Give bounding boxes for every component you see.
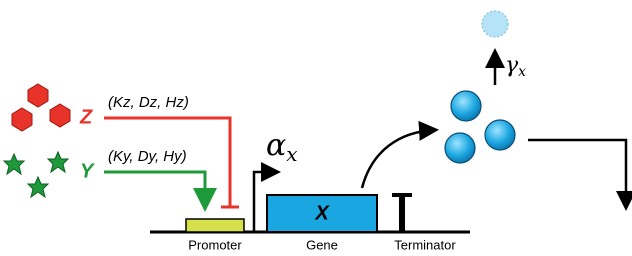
degraded-protein — [482, 11, 508, 37]
part-label: Promoter — [188, 237, 242, 252]
activation-arrow — [104, 172, 205, 206]
alpha-subscript: x — [286, 142, 297, 166]
gamma-subscript: x — [518, 64, 526, 80]
z-label: Z — [79, 106, 93, 128]
z-params: (Kz, Dz, Hz) — [108, 94, 189, 111]
output-arrow — [528, 140, 626, 206]
alpha: αx — [266, 128, 298, 166]
gamma: γx — [505, 53, 526, 80]
y-molecules — [4, 152, 68, 197]
y-params: (Ky, Dy, Hy) — [108, 148, 187, 165]
diagram: Z (Kz, Dz, Hz) Y (Ky, Dy, Hy) αx X Promo… — [0, 0, 632, 256]
translation-arrow — [362, 130, 434, 188]
part-label: Terminator — [394, 237, 456, 252]
part-label: Gene — [306, 237, 338, 252]
y-label: Y — [80, 160, 95, 182]
alpha-symbol: α — [266, 128, 286, 163]
z-molecules — [12, 84, 70, 131]
proteins — [445, 91, 515, 163]
gamma-symbol: γ — [505, 53, 519, 78]
promoter — [186, 219, 244, 232]
gene-protein: X — [314, 202, 330, 224]
